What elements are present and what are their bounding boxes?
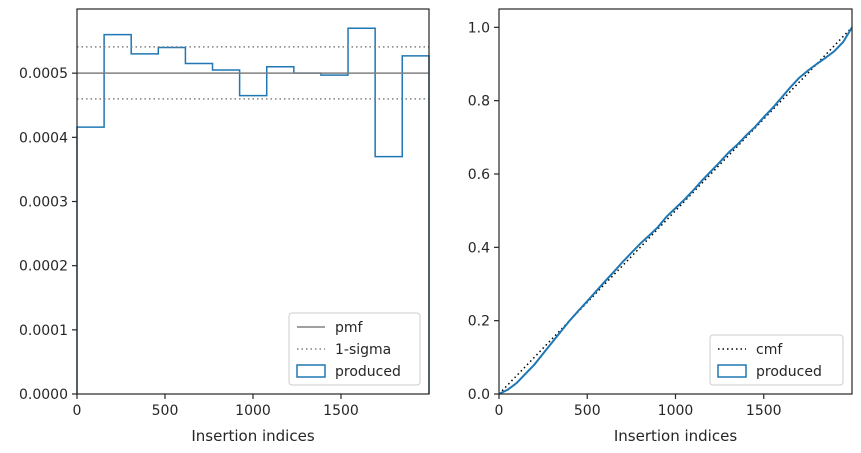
legend-label: cmf: [756, 342, 783, 358]
legend-swatch-produced: [296, 364, 326, 378]
y-tick-label: 0.0000: [19, 387, 68, 403]
legend: cmf produced: [709, 334, 844, 386]
x-tick-label: 500: [152, 403, 179, 419]
y-tick-label: 0.0004: [19, 130, 68, 146]
x-tick-label: 0: [495, 403, 504, 419]
y-tick-label: 0.0005: [19, 66, 68, 82]
legend-swatch-produced: [717, 364, 747, 378]
legend-label: produced: [756, 364, 822, 380]
y-tick-label: 0.0003: [19, 195, 68, 211]
y-tick-label: 0.0001: [19, 323, 68, 339]
legend-label: produced: [335, 364, 401, 380]
y-tick-label: 0.8: [468, 94, 490, 110]
produced-histogram-step: [76, 27, 430, 394]
legend-box: [709, 334, 844, 386]
cmf-line: [498, 26, 853, 395]
y-tick-label: 0.6: [468, 167, 490, 183]
x-axis-label: Insertion indices: [614, 427, 737, 445]
y-tick-label: 1.0: [468, 20, 490, 36]
y-tick-label: 0.0002: [19, 259, 68, 275]
x-tick-label: 500: [574, 403, 601, 419]
x-tick-label: 1000: [658, 403, 694, 419]
y-tick-label: 0.2: [468, 314, 490, 330]
legend-label: 1-sigma: [335, 342, 391, 358]
legend: pmf 1-sigma produced: [288, 312, 421, 386]
x-axis-label: Insertion indices: [191, 427, 314, 445]
x-tick-label: 1500: [746, 403, 782, 419]
chart-histogram: 0 500 1000 1500 0.0000 0.0001 0.0002 0.0003 0.00…: [19, 8, 430, 445]
x-tick-label: 1000: [235, 403, 271, 419]
y-tick-label: 0.0: [468, 387, 490, 403]
x-tick-label: 1500: [323, 403, 359, 419]
legend-label: pmf: [335, 320, 364, 336]
y-tick-label: 0.4: [468, 240, 490, 256]
x-tick-label: 0: [73, 403, 82, 419]
chart-cumulative: 0 500 1000 1500 0.0 0.2 0.4 0.6 0.8 1.0 Insertion …: [468, 8, 853, 445]
legend-box: [288, 312, 421, 386]
produced-cumulative-line: [498, 26, 853, 395]
